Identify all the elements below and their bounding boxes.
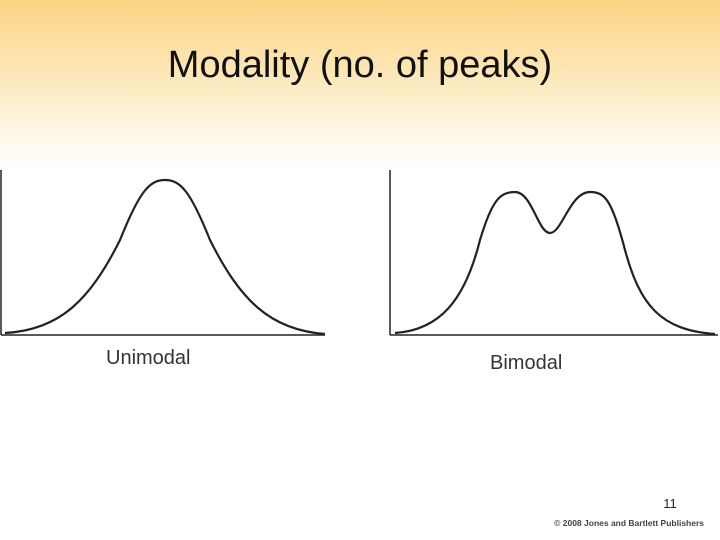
footer: © 2008 Jones and Bartlett Publishers bbox=[554, 518, 704, 528]
diagram-label: Unimodal bbox=[106, 347, 191, 369]
unimodal-diagram bbox=[0, 170, 326, 336]
page-number: 11 bbox=[663, 496, 677, 511]
curve bbox=[394, 190, 716, 336]
curve bbox=[4, 178, 326, 336]
bimodal-diagram bbox=[389, 170, 718, 336]
slide-title: Modality (no. of peaks) bbox=[167, 44, 553, 86]
diagram-label: Bimodal bbox=[490, 352, 563, 374]
